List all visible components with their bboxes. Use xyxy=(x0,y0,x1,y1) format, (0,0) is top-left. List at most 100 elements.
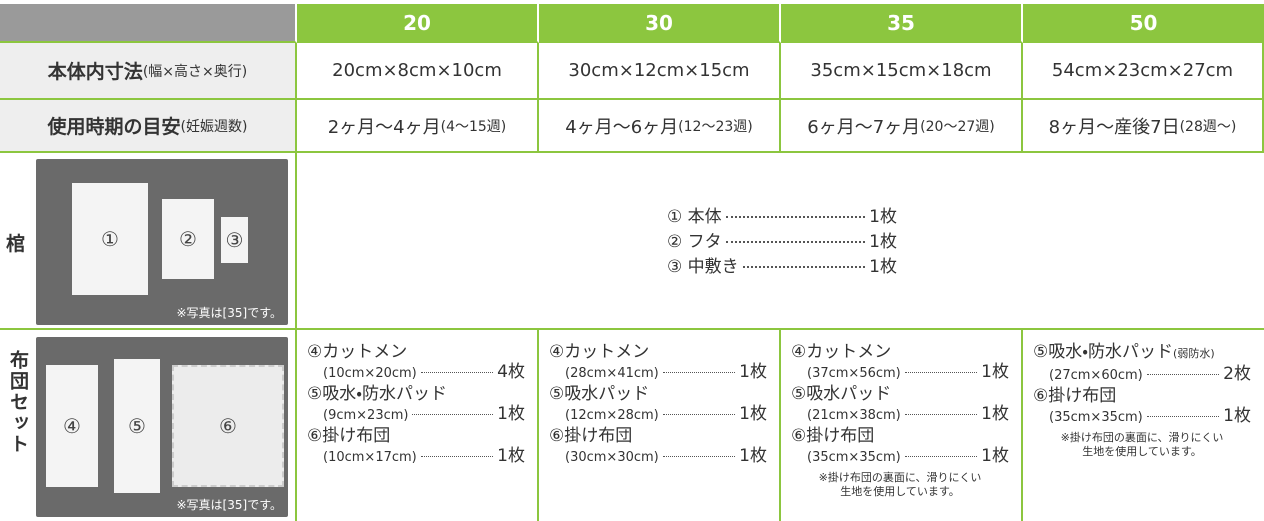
item-qty: 1枚 xyxy=(869,257,897,277)
leader xyxy=(412,414,494,415)
leader xyxy=(420,456,494,457)
item-size: (30cm×30cm) xyxy=(565,450,659,465)
item-row: (12cm×28cm) 1枚 xyxy=(549,404,767,426)
futon-label-cell: 布団セット ④ ⑤ ⑥ ※写真は[35]です。 xyxy=(0,330,297,521)
item-name-suffix: (弱防水) xyxy=(1173,347,1215,360)
futon-cell: ④カットメン (28cm×41cm) 1枚 ⑤吸水パッド (12cm×28cm) 1枚 ⑥掛… xyxy=(539,330,781,521)
item-name-row: ⑥掛け布団 xyxy=(307,426,525,446)
value-cell: 30cm×12cm×15cm xyxy=(539,43,781,100)
item-list: ④カットメン (37cm×56cm) 1枚 ⑤吸水パッド (21cm×38cm) 1枚 ⑥掛… xyxy=(791,342,1009,499)
note-line: ※掛け布団の裏面に、滑りにくい xyxy=(818,471,982,484)
item-qty: 4枚 xyxy=(497,362,525,382)
item-name: ② フタ xyxy=(667,232,722,252)
label-main: 使用時期の目安 xyxy=(47,116,181,138)
photo-number: ④ xyxy=(63,414,81,438)
item-size: (35cm×35cm) xyxy=(1049,410,1143,425)
item-qty: 2枚 xyxy=(1223,364,1251,384)
item-name-row: ④カットメン xyxy=(791,342,1009,362)
coffin-label-cell: 棺 ① ② ③ ※写真は[35]です。 xyxy=(0,153,297,330)
item-qty: 1枚 xyxy=(981,362,1009,382)
photo-shape: ① xyxy=(72,183,148,295)
row-label: 棺 xyxy=(6,233,26,255)
item-list: ④カットメン (28cm×41cm) 1枚 ⑤吸水パッド (12cm×28cm) 1枚 ⑥掛… xyxy=(549,342,767,468)
item-qty: 1枚 xyxy=(739,446,767,466)
value-main: 6ヶ月〜7ヶ月 xyxy=(807,116,921,138)
photo-shape: ④ xyxy=(46,365,98,487)
header-cell: 50 xyxy=(1023,4,1264,43)
item-size: (35cm×35cm) xyxy=(807,450,901,465)
photo-shape: ⑤ xyxy=(114,359,160,493)
photo-number: ② xyxy=(179,227,197,251)
header-cell: 35 xyxy=(781,4,1023,43)
item-name: ① 本体 xyxy=(667,207,722,227)
label-sub: (幅×高さ×奥行) xyxy=(142,63,248,80)
value-main: 35cm×15cm×18cm xyxy=(810,60,992,81)
item-row: (9cm×23cm) 1枚 xyxy=(307,404,525,426)
item-name-row: ⑤吸水・防水パッド(弱防水) xyxy=(1033,342,1251,364)
notes: ※掛け布団の裏面に、滑りにくい 生地を使用しています。 xyxy=(791,471,1009,499)
header-cell: 30 xyxy=(539,4,781,43)
item-row: (27cm×60cm) 2枚 xyxy=(1033,364,1251,386)
leader xyxy=(662,456,736,457)
row-label: 布団セット xyxy=(7,350,29,455)
item-name: ⑥掛け布団 xyxy=(1033,386,1117,406)
value-main: 20cm×8cm×10cm xyxy=(332,60,502,81)
leader xyxy=(420,372,494,373)
item-name-row: ⑤吸水パッド xyxy=(791,384,1009,404)
value-cell: 6ヶ月〜7ヶ月 (20〜27週) xyxy=(781,100,1023,153)
item-qty: 1枚 xyxy=(869,232,897,252)
item-row: (35cm×35cm) 1枚 xyxy=(791,446,1009,468)
item-name: ⑥掛け布団 xyxy=(549,426,633,446)
item-size: (9cm×23cm) xyxy=(323,408,409,423)
item-list: ① 本体 1枚 ② フタ 1枚 ③ 中敷き 1枚 xyxy=(667,205,897,280)
photo-number: ③ xyxy=(225,228,244,252)
futon-cell: ④カットメン (37cm×56cm) 1枚 ⑤吸水パッド (21cm×38cm) 1枚 ⑥掛… xyxy=(781,330,1023,521)
leader xyxy=(725,241,866,243)
item-qty: 1枚 xyxy=(497,446,525,466)
item-name-row: ④カットメン xyxy=(307,342,525,362)
value-main: 2ヶ月〜4ヶ月 xyxy=(327,116,441,138)
item-name-row: ⑥掛け布団 xyxy=(1033,386,1251,406)
value-sub: (4〜15週) xyxy=(440,118,507,135)
item-qty: 1枚 xyxy=(981,404,1009,424)
item-row: (35cm×35cm) 1枚 xyxy=(1033,406,1251,428)
item-qty: 1枚 xyxy=(1223,406,1251,426)
value-main: 4ヶ月〜6ヶ月 xyxy=(565,116,679,138)
item-list: ④カットメン (10cm×20cm) 4枚 ⑤吸水・防水パッド (9cm×23cm) 1枚… xyxy=(307,342,525,468)
header-corner xyxy=(0,4,297,43)
photo-caption: ※写真は[35]です。 xyxy=(176,306,283,320)
photo-shape: ⑥ xyxy=(172,365,284,487)
futon-cell: ④カットメン (10cm×20cm) 4枚 ⑤吸水・防水パッド (9cm×23cm) 1枚… xyxy=(297,330,539,521)
item-row: ① 本体 1枚 xyxy=(667,205,897,230)
leader xyxy=(742,266,866,268)
label-sub: (妊娠週数) xyxy=(180,118,248,135)
row-label: 使用時期の目安 (妊娠週数) xyxy=(0,100,297,153)
photo-number: ⑥ xyxy=(219,414,237,438)
item-name: ⑤吸水・防水パッド xyxy=(1033,342,1174,362)
value-cell: 8ヶ月〜産後7日 (28週〜) xyxy=(1023,100,1264,153)
item-size: (21cm×38cm) xyxy=(807,408,901,423)
photo-shape: ② xyxy=(162,199,214,279)
item-qty: 1枚 xyxy=(869,207,897,227)
leader xyxy=(662,372,736,373)
value-cell: 35cm×15cm×18cm xyxy=(781,43,1023,100)
value-sub: (12〜23週) xyxy=(678,118,753,135)
item-name-row: ⑥掛け布団 xyxy=(549,426,767,446)
item-qty: 1枚 xyxy=(981,446,1009,466)
value-cell: 20cm×8cm×10cm xyxy=(297,43,539,100)
leader xyxy=(904,456,978,457)
item-size: (12cm×28cm) xyxy=(565,408,659,423)
photo: ① ② ③ ※写真は[35]です。 xyxy=(36,159,288,325)
item-row: (37cm×56cm) 1枚 xyxy=(791,362,1009,384)
item-row: (30cm×30cm) 1枚 xyxy=(549,446,767,468)
item-name: ③ 中敷き xyxy=(667,257,739,277)
item-row: ② フタ 1枚 xyxy=(667,230,897,255)
item-size: (10cm×20cm) xyxy=(323,366,417,381)
note-line: ※掛け布団の裏面に、滑りにくい xyxy=(1060,431,1224,444)
coffin-items-cell: ① 本体 1枚 ② フタ 1枚 ③ 中敷き 1枚 xyxy=(297,153,1264,330)
notes: ※掛け布団の裏面に、滑りにくい 生地を使用しています。 xyxy=(1033,431,1251,459)
photo-number: ① xyxy=(101,227,119,251)
photo: ④ ⑤ ⑥ ※写真は[35]です。 xyxy=(36,337,288,517)
item-name-row: ⑥掛け布団 xyxy=(791,426,1009,446)
